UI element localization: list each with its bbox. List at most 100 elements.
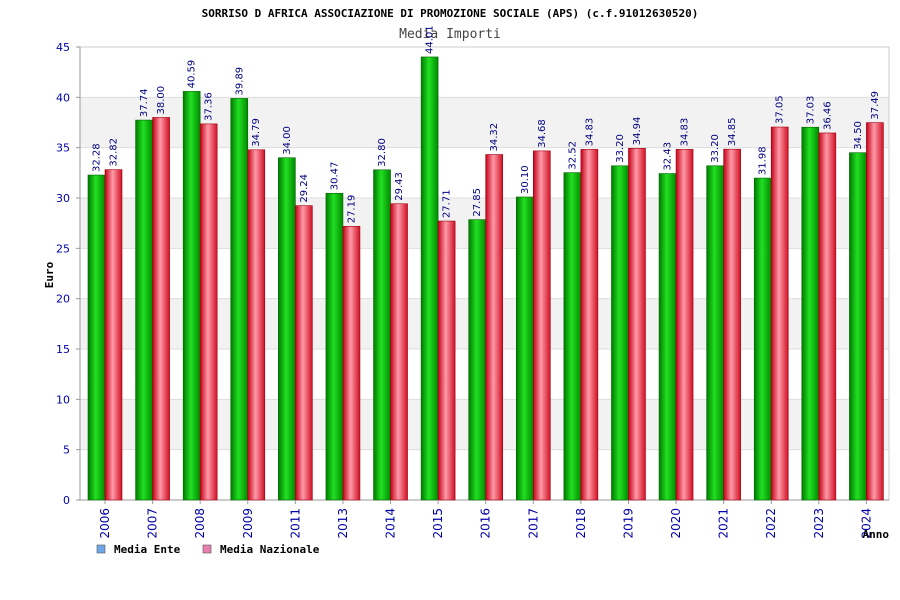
value-label-media-nazionale-2023: 36.46: [822, 101, 833, 130]
y-axis-label: Euro: [43, 261, 56, 288]
x-tick-label-2023: 2023: [812, 508, 826, 539]
x-tick-label-2014: 2014: [384, 508, 398, 539]
x-ticks: 2006 2007 2008 2009 2011 2013 2014 2015 2016 2017…: [98, 500, 873, 539]
y-ticks: 0 5 10 15 20 25 30 35 40 45: [56, 41, 80, 507]
y-tick-label: 20: [56, 293, 70, 306]
bar-media-nazionale-2022: [770, 126, 789, 501]
bar-media-ente-2024: [849, 152, 867, 501]
value-label-media-nazionale-2016: 34.32: [489, 123, 500, 152]
value-label-media-ente-2014: 32.80: [377, 138, 388, 167]
x-tick-label-2022: 2022: [764, 508, 778, 539]
x-tick-label-2018: 2018: [574, 508, 588, 539]
value-label-media-nazionale-2013: 27.19: [346, 195, 357, 224]
value-label-media-nazionale-2018: 34.83: [584, 118, 595, 147]
bar-media-nazionale-2015: [437, 220, 456, 501]
value-label-media-ente-2020: 32.43: [663, 142, 674, 171]
value-label-media-nazionale-2017: 34.68: [537, 119, 548, 148]
y-tick-label: 10: [56, 393, 70, 406]
y-tick-label: 25: [56, 242, 70, 255]
value-label-media-ente-2008: 40.59: [187, 60, 198, 89]
value-label-media-ente-2013: 30.47: [329, 162, 340, 191]
value-label-media-nazionale-2019: 34.94: [632, 117, 643, 146]
chart-title: SORRISO D AFRICA ASSOCIAZIONE DI PROMOZI…: [202, 7, 699, 20]
value-label-media-nazionale-2011: 29.24: [299, 174, 310, 203]
bar-media-nazionale-2011: [295, 205, 313, 501]
value-label-media-nazionale-2007: 38.00: [156, 86, 167, 115]
bar-media-ente-2013: [325, 192, 344, 501]
bar-media-nazionale-2017: [532, 150, 551, 501]
x-tick-label-2009: 2009: [241, 508, 255, 539]
legend-label-media-nazionale: Media Nazionale: [220, 543, 320, 556]
value-label-media-ente-2006: 32.28: [92, 143, 103, 172]
bar-media-nazionale-2019: [628, 147, 646, 501]
value-label-media-nazionale-2021: 34.85: [727, 118, 738, 147]
x-tick-label-2015: 2015: [431, 508, 445, 539]
bar-media-ente-2023: [801, 126, 820, 501]
value-label-media-ente-2022: 31.98: [758, 146, 769, 175]
chart-subtitle: Media Importi: [399, 27, 501, 42]
legend-swatch-media-nazionale: [202, 544, 212, 554]
bar-media-ente-2017: [515, 196, 534, 501]
x-tick-label-2008: 2008: [193, 508, 207, 539]
bar-media-ente-2019: [611, 165, 629, 501]
value-label-media-nazionale-2006: 32.82: [109, 138, 120, 167]
x-tick-label-2007: 2007: [146, 508, 160, 539]
bar-media-ente-2008: [182, 91, 201, 501]
bar-media-nazionale-2006: [104, 169, 123, 501]
bar-media-ente-2016: [468, 219, 487, 501]
legend: Media Ente Media Nazionale: [96, 543, 320, 556]
bar-media-nazionale-2024: [866, 122, 884, 501]
x-tick-label-2021: 2021: [717, 508, 731, 539]
value-label-media-ente-2021: 33.20: [710, 134, 721, 163]
x-tick-label-2017: 2017: [526, 508, 540, 539]
bar-media-nazionale-2016: [485, 154, 504, 501]
y-tick-label: 5: [63, 444, 70, 457]
x-axis-label: Anno: [863, 528, 890, 541]
y-tick-label: 35: [56, 142, 70, 155]
bar-media-nazionale-2013: [342, 225, 361, 501]
x-tick-label-2019: 2019: [621, 508, 635, 539]
bar-media-nazionale-2018: [580, 149, 599, 501]
bar-media-nazionale-2023: [818, 132, 837, 501]
value-label-media-ente-2011: 34.00: [282, 126, 293, 155]
bar-media-ente-2022: [753, 177, 772, 501]
x-tick-label-2011: 2011: [288, 508, 302, 539]
value-label-media-nazionale-2008: 37.36: [204, 92, 215, 121]
value-label-media-nazionale-2024: 37.49: [870, 91, 881, 120]
bar-media-ente-2011: [278, 157, 296, 501]
bar-media-nazionale-2014: [390, 203, 408, 501]
bar-media-nazionale-2009: [247, 149, 266, 501]
bar-media-ente-2018: [563, 172, 582, 501]
y-tick-label: 0: [63, 494, 70, 507]
value-label-media-ente-2016: 27.85: [472, 188, 483, 217]
value-label-media-nazionale-2020: 34.83: [680, 118, 691, 147]
grid-band: [80, 47, 889, 98]
value-label-media-ente-2007: 37.74: [139, 88, 150, 117]
value-label-media-ente-2017: 30.10: [520, 165, 531, 194]
bar-media-ente-2009: [230, 98, 249, 501]
value-label-media-nazionale-2022: 37.05: [775, 95, 786, 124]
bar-media-ente-2015: [420, 56, 439, 501]
value-label-media-nazionale-2009: 34.79: [251, 118, 262, 147]
value-label-media-ente-2024: 34.50: [853, 121, 864, 150]
value-label-media-nazionale-2015: 27.71: [442, 189, 453, 218]
y-tick-label: 15: [56, 343, 70, 356]
x-tick-label-2024: 2024: [859, 508, 873, 539]
y-tick-label: 40: [56, 91, 70, 104]
value-label-media-ente-2018: 32.52: [567, 141, 578, 170]
bar-media-nazionale-2008: [199, 123, 218, 501]
bars: [87, 56, 884, 501]
bar-media-ente-2006: [87, 174, 106, 501]
x-tick-label-2013: 2013: [336, 508, 350, 539]
x-tick-label-2016: 2016: [479, 508, 493, 539]
x-tick-label-2020: 2020: [669, 508, 683, 539]
value-label-media-ente-2019: 33.20: [615, 134, 626, 163]
value-label-media-ente-2015: 44.01: [425, 25, 436, 54]
bar-media-ente-2021: [706, 165, 724, 501]
legend-label-media-ente: Media Ente: [114, 543, 181, 556]
bar-media-nazionale-2020: [675, 149, 694, 501]
value-labels: 32.28 32.82 37.74 38.00 40.59 37.36 39.89 34.79…: [92, 25, 881, 223]
value-label-media-ente-2023: 37.03: [805, 96, 816, 125]
bar-media-nazionale-2021: [723, 148, 741, 501]
